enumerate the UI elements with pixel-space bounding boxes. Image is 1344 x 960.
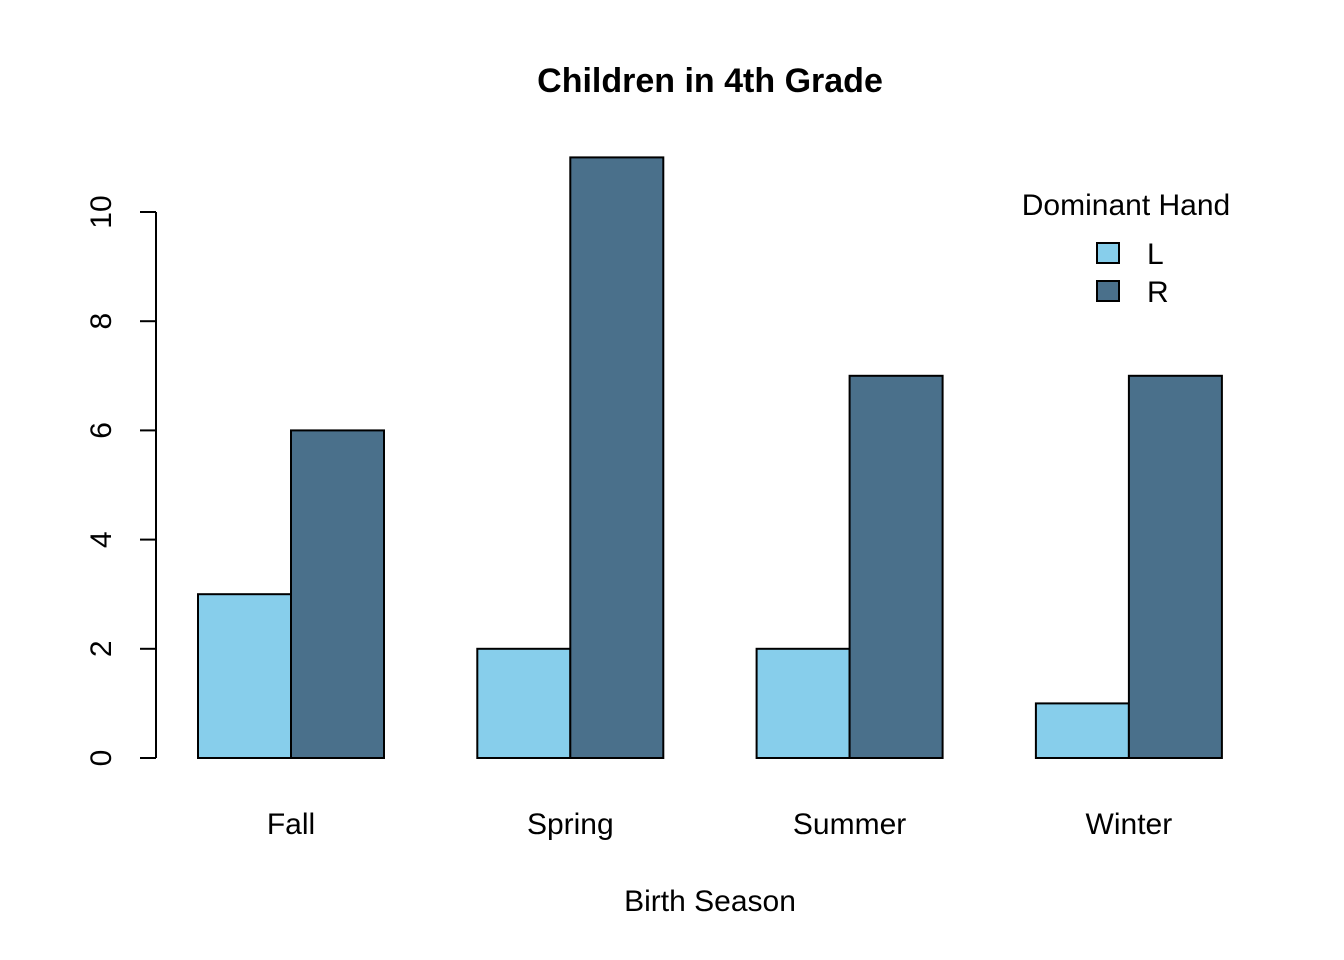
y-axis: 0 2 4 6 8 10	[85, 195, 157, 767]
y-tick-label: 8	[85, 313, 118, 330]
bars-group	[197, 156, 1223, 760]
x-axis-label: Birth Season	[624, 885, 796, 918]
y-tick-label: 4	[85, 531, 118, 548]
legend-swatch-r	[1096, 280, 1120, 302]
bar-summer-r	[848, 374, 944, 759]
y-tick-label: 10	[85, 195, 118, 228]
legend-label-l: L	[1147, 238, 1164, 271]
x-tick-labels: Fall Spring Summer Winter	[267, 808, 1172, 841]
y-tick-label: 6	[85, 422, 118, 439]
chart-title: Children in 4th Grade	[537, 62, 883, 100]
y-tick-label: 2	[85, 640, 118, 657]
bar-fall-l	[197, 593, 292, 760]
legend: Dominant Hand LR	[1022, 189, 1230, 309]
x-tick-label: Winter	[1086, 808, 1173, 841]
legend-swatch-l	[1096, 242, 1120, 264]
x-tick-label: Fall	[267, 808, 315, 841]
bar-winter-l	[1034, 702, 1130, 760]
legend-title: Dominant Hand	[1022, 189, 1230, 222]
bar-spring-r	[569, 156, 665, 759]
y-tick-label: 0	[85, 750, 118, 767]
x-tick-label: Summer	[793, 808, 906, 841]
x-tick-label: Spring	[527, 808, 614, 841]
legend-label-r: R	[1147, 276, 1169, 309]
bar-summer-l	[755, 647, 851, 759]
bar-winter-r	[1127, 374, 1223, 759]
bar-fall-r	[290, 429, 385, 759]
bar-spring-l	[476, 647, 572, 759]
